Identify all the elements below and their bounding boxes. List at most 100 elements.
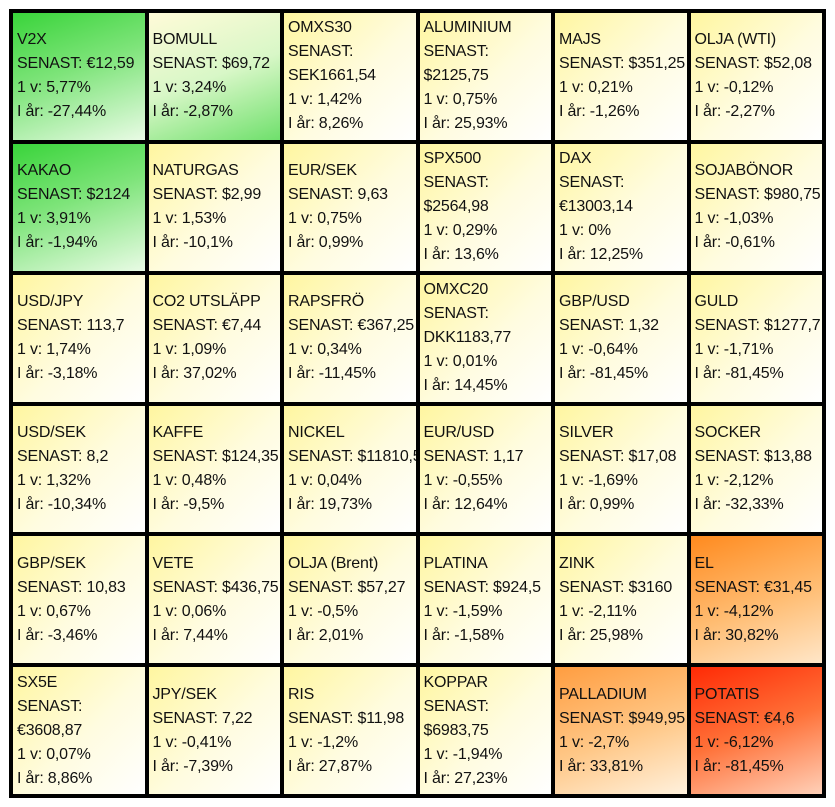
tile-ytd-change: I år: -10,34% <box>17 495 107 513</box>
tile-ytd-change: I år: -7,39% <box>152 757 234 775</box>
tile-ytd-change: I år: -3,46% <box>17 626 98 644</box>
tile-latest-price: SENAST: 10,83 <box>17 578 126 596</box>
tile-latest-price: SENAST: $17,08 <box>559 447 677 465</box>
tile-week-change: 1 v: 1,32% <box>17 471 91 489</box>
market-tile[interactable]: DAX SENAST: €13003,14 1 v: 0% I år: 12,25% <box>555 143 687 271</box>
tile-instrument-name: EUR/SEK <box>288 162 357 180</box>
tile-instrument-name: KOPPAR <box>423 673 489 691</box>
market-tile[interactable]: SILVER SENAST: $17,08 1 v: -1,69% I år: 0,9… <box>555 405 687 533</box>
tile-latest-price: SENAST: $13,88 <box>694 447 812 465</box>
market-tile[interactable]: EUR/SEK SENAST: 9,63 1 v: 0,75% I år: 0,99% <box>284 143 416 271</box>
tile-week-change: 1 v: -4,12% <box>694 602 774 620</box>
market-tile[interactable]: POTATIS SENAST: €4,6 1 v: -6,12% I år: -81,… <box>690 667 822 794</box>
market-tile[interactable]: KAFFE SENAST: $124,35 1 v: 0,48% I år: -9,5… <box>148 405 280 533</box>
tile-latest-price-value: DKK1183,77 <box>423 329 512 347</box>
tile-latest-price: SENAST: $11810,5 <box>288 447 416 465</box>
market-tile[interactable]: SOCKER SENAST: $13,88 1 v: -2,12% I år: -32… <box>690 405 822 533</box>
market-tile[interactable]: OMXC20 SENAST: DKK1183,77 1 v: 0,01% I år: 1… <box>419 274 551 402</box>
tile-instrument-name: NATURGAS <box>152 162 239 180</box>
market-tile[interactable]: RIS SENAST: $11,98 1 v: -1,2% I år: 27,87% <box>284 667 416 794</box>
tile-instrument-name: JPY/SEK <box>152 685 218 703</box>
tile-week-change: 1 v: 1,09% <box>152 341 227 359</box>
market-tile[interactable]: RAPSFRÖ SENAST: €367,25 1 v: 0,34% I år: -1… <box>284 274 416 402</box>
tile-week-change: 1 v: 5,77% <box>17 79 91 97</box>
tile-latest-price: SENAST: $351,25 <box>559 55 685 73</box>
market-tile[interactable]: BOMULL SENAST: $69,72 1 v: 3,24% I år: -2,8… <box>148 13 280 140</box>
tile-latest-price: SENAST: $2124 <box>17 186 131 204</box>
tile-instrument-name: USD/JPY <box>17 293 84 311</box>
market-tile[interactable]: OLJA (WTI) SENAST: $52,08 1 v: -0,12% I år:… <box>690 13 822 140</box>
tile-latest-price: SENAST: $980,75 <box>694 186 821 204</box>
market-tile[interactable]: OMXS30 SENAST: SEK1661,54 1 v: 1,42% I år: 8… <box>284 13 416 140</box>
tile-ytd-change: I år: 12,64% <box>423 495 508 513</box>
market-tile[interactable]: OLJA (Brent) SENAST: $57,27 1 v: -0,5% I år… <box>284 536 416 664</box>
tile-ytd-change: I år: 2,01% <box>288 626 364 644</box>
tile-latest-price: SENAST: $11,98 <box>288 709 405 727</box>
tile-ytd-change: I år: -9,5% <box>152 495 225 513</box>
market-tile[interactable]: GBP/USD SENAST: 1,32 1 v: -0,64% I år: -81,… <box>555 274 687 402</box>
tile-ytd-change: I år: 30,82% <box>694 626 779 644</box>
tile-instrument-name: SOJABÖNOR <box>694 162 794 180</box>
tile-week-change: 1 v: -0,41% <box>152 733 232 751</box>
market-tile[interactable]: KOPPAR SENAST: $6983,75 1 v: -1,94% I år: 27… <box>419 667 551 794</box>
tile-instrument-name: SOCKER <box>694 423 762 441</box>
tile-latest-price: SENAST: 113,7 <box>17 317 125 335</box>
market-tile[interactable]: PLATINA SENAST: $924,5 1 v: -1,59% I år: -1… <box>419 536 551 664</box>
market-tile[interactable]: USD/JPY SENAST: 113,7 1 v: 1,74% I år: -3,1… <box>13 274 145 402</box>
tile-ytd-change: I år: -11,45% <box>288 365 376 383</box>
market-tile[interactable]: GULD SENAST: $1277,7 1 v: -1,71% I år: -81,… <box>690 274 822 402</box>
tile-latest-price-value: $2564,98 <box>423 198 489 216</box>
tile-ytd-change: I år: -0,61% <box>694 234 776 252</box>
tile-week-change: 1 v: -1,59% <box>423 602 503 620</box>
tile-ytd-change: I år: -10,1% <box>152 234 234 252</box>
tile-latest-price: SENAST: $69,72 <box>152 55 270 73</box>
tile-week-change: 1 v: 0,75% <box>288 210 362 228</box>
tile-latest-price: SENAST: <box>423 43 489 61</box>
market-tile[interactable]: GBP/SEK SENAST: 10,83 1 v: 0,67% I år: -3,4… <box>13 536 145 664</box>
tile-week-change: 1 v: -1,03% <box>694 210 774 228</box>
tile-week-change: 1 v: -2,7% <box>559 733 630 751</box>
tile-instrument-name: OMXC20 <box>423 281 489 299</box>
tile-latest-price: SENAST: $1277,7 <box>694 317 821 335</box>
tile-ytd-change: I år: -81,45% <box>559 365 649 383</box>
market-tile[interactable]: SPX500 SENAST: $2564,98 1 v: 0,29% I år: 13,… <box>419 143 551 271</box>
tile-instrument-name: OMXS30 <box>288 19 352 37</box>
tile-instrument-name: PLATINA <box>423 554 488 572</box>
tile-ytd-change: I år: 12,25% <box>559 246 643 264</box>
market-tile[interactable]: NATURGAS SENAST: $2,99 1 v: 1,53% I år: -10… <box>148 143 280 271</box>
market-tile[interactable]: JPY/SEK SENAST: 7,22 1 v: -0,41% I år: -7,3… <box>148 667 280 794</box>
tile-instrument-name: KAKAO <box>17 162 72 180</box>
market-tile[interactable]: SOJABÖNOR SENAST: $980,75 1 v: -1,03% I år:… <box>690 143 822 271</box>
market-tile[interactable]: V2X SENAST: €12,59 1 v: 5,77% I år: -27,44% <box>13 13 145 140</box>
market-tile[interactable]: SX5E SENAST: €3608,87 1 v: 0,07% I år: 8,86% <box>13 667 145 794</box>
tile-instrument-name: SX5E <box>17 673 58 691</box>
tile-instrument-name: SPX500 <box>423 150 482 168</box>
tile-week-change: 1 v: -1,2% <box>288 733 359 751</box>
market-tile[interactable]: KAKAO SENAST: $2124 1 v: 3,91% I år: -1,94% <box>13 143 145 271</box>
tile-instrument-name: EUR/USD <box>423 423 495 441</box>
market-tile[interactable]: EL SENAST: €31,45 1 v: -4,12% I år: 30,82% <box>690 536 822 664</box>
market-tile[interactable]: CO2 UTSLÄPP SENAST: €7,44 1 v: 1,09% I år: … <box>148 274 280 402</box>
tile-instrument-name: ALUMINIUM <box>423 19 512 37</box>
tile-ytd-change: I år: -81,45% <box>694 365 784 383</box>
tile-ytd-change: I år: 37,02% <box>152 365 237 383</box>
tile-ytd-change: I år: 14,45% <box>423 377 508 395</box>
tile-latest-price: SENAST: $57,27 <box>288 578 406 596</box>
tile-instrument-name: SILVER <box>559 423 614 441</box>
market-tile[interactable]: NICKEL SENAST: $11810,5 1 v: 0,04% I år: 19… <box>284 405 416 533</box>
tile-ytd-change: I år: -3,18% <box>17 365 98 383</box>
tile-instrument-name: MAJS <box>559 31 601 49</box>
tile-instrument-name: OLJA (Brent) <box>288 554 379 572</box>
tile-week-change: 1 v: 0,01% <box>423 353 498 371</box>
market-tile[interactable]: ALUMINIUM SENAST: $2125,75 1 v: 0,75% I år: … <box>419 13 551 140</box>
tile-ytd-change: I år: 7,44% <box>152 626 228 644</box>
market-tile[interactable]: MAJS SENAST: $351,25 1 v: 0,21% I år: -1,26… <box>555 13 687 140</box>
tile-week-change: 1 v: -1,71% <box>694 341 774 359</box>
market-tile[interactable]: USD/SEK SENAST: 8,2 1 v: 1,32% I år: -10,34… <box>13 405 145 533</box>
market-tile[interactable]: PALLADIUM SENAST: $949,95 1 v: -2,7% I år: … <box>555 667 687 794</box>
tile-week-change: 1 v: 3,91% <box>17 210 91 228</box>
market-tile[interactable]: EUR/USD SENAST: 1,17 1 v: -0,55% I år: 12,6… <box>419 405 551 533</box>
market-tile[interactable]: ZINK SENAST: $3160 1 v: -2,11% I år: 25,98% <box>555 536 687 664</box>
tile-latest-price: SENAST: 1,32 <box>559 317 659 335</box>
market-tile[interactable]: VETE SENAST: $436,75 1 v: 0,06% I år: 7,44% <box>148 536 280 664</box>
